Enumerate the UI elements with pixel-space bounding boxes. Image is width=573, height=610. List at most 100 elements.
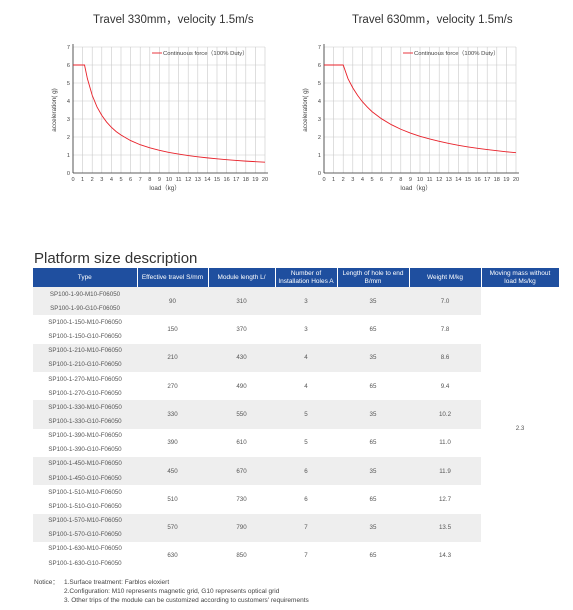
module-length-cell: 490 bbox=[236, 382, 247, 390]
x-tick-label: 7 bbox=[139, 177, 142, 183]
x-tick-label: 2 bbox=[91, 177, 94, 183]
table-row: SP100-1-90-G10-F06050 bbox=[33, 301, 559, 316]
table-row: SP100-1-330-M10-F06050 330 550 5 35 10.2 bbox=[33, 400, 559, 429]
holes-cell: 6 bbox=[275, 456, 337, 486]
hole-to-end-cell: 35 bbox=[337, 343, 409, 372]
y-tick-label: 1 bbox=[67, 153, 70, 159]
y-tick-label: 7 bbox=[67, 45, 70, 51]
x-tick-label: 17 bbox=[233, 177, 239, 183]
y-tick-label: 6 bbox=[67, 63, 70, 69]
x-tick-label: 9 bbox=[158, 177, 161, 183]
legend-label: Continuous force（100% Duty） bbox=[163, 50, 248, 57]
hole-to-end-cell: 65 bbox=[369, 495, 377, 503]
type-cell: SP100-1-270-G10-F06050 bbox=[48, 389, 122, 397]
x-tick-label: 12 bbox=[436, 177, 442, 183]
x-tick-label: 15 bbox=[465, 177, 471, 183]
header-type: Type bbox=[33, 268, 138, 287]
module-length-cell: 850 bbox=[236, 552, 247, 560]
type-cell: SP100-1-510-G10-F06050 bbox=[48, 502, 122, 510]
x-tick-label: 4 bbox=[361, 177, 364, 183]
notice-label: Notice： bbox=[34, 579, 59, 586]
x-tick-label: 14 bbox=[204, 177, 210, 183]
x-tick-label: 12 bbox=[185, 177, 191, 183]
effective-travel-cell: 330 bbox=[137, 400, 208, 429]
y-tick-label: 4 bbox=[67, 99, 70, 105]
table-row: SP100-1-570-M10-F06050 570 790 7 35 13.5 bbox=[33, 513, 559, 542]
legend-label: Continuous force（100% Duty） bbox=[414, 50, 499, 57]
series-line bbox=[73, 64, 266, 163]
effective-travel-cell: 210 bbox=[137, 343, 208, 372]
type-cell: SP100-1-450-M10-F06050 bbox=[33, 456, 137, 472]
holes-cell: 4 bbox=[275, 343, 337, 372]
x-tick-label: 16 bbox=[223, 177, 229, 183]
table-row: SP100-1-390-M10-F06050 390 610 5 65 11.0 bbox=[33, 429, 559, 446]
header-weight: Weight M/kg bbox=[409, 268, 482, 287]
table-row: SP100-1-270-G10-F06050 bbox=[33, 386, 559, 400]
x-tick-label: 10 bbox=[166, 177, 172, 183]
weight-cell: 11.0 bbox=[439, 439, 451, 447]
weight-cell: 13.5 bbox=[409, 513, 481, 542]
table-row: SP100-1-630-G10-F06050 bbox=[33, 556, 559, 570]
type-cell: SP100-1-90-M10-F06050 bbox=[33, 287, 137, 302]
table-row: SP100-1-450-G10-F06050 bbox=[33, 471, 559, 486]
y-tick-label: 1 bbox=[318, 153, 321, 159]
module-length-cell: 370 bbox=[236, 325, 247, 333]
y-tick-label: 4 bbox=[318, 99, 321, 105]
header-effective-travel: Effective travel S/mm bbox=[137, 268, 209, 287]
x-axis-label: load（kg） bbox=[149, 185, 180, 192]
x-tick-label: 6 bbox=[380, 177, 383, 183]
y-tick-label: 0 bbox=[67, 171, 70, 177]
hole-to-end-cell: 65 bbox=[369, 439, 377, 447]
x-tick-label: 13 bbox=[446, 177, 452, 183]
type-cell: SP100-1-390-G10-F06050 bbox=[48, 446, 122, 454]
header-hole-to-end: Length of hole to end B/mm bbox=[337, 268, 410, 287]
effective-travel-cell: 270 bbox=[167, 382, 178, 390]
x-tick-label: 2 bbox=[342, 177, 345, 183]
x-tick-label: 13 bbox=[195, 177, 201, 183]
holes-cell: 3 bbox=[275, 287, 337, 316]
module-length-cell: 550 bbox=[208, 400, 275, 429]
x-tick-label: 0 bbox=[71, 177, 74, 183]
table-row: SP100-1-390-G10-F06050 bbox=[33, 443, 559, 457]
type-cell: SP100-1-390-M10-F06050 bbox=[48, 432, 122, 440]
y-tick-label: 2 bbox=[318, 135, 321, 141]
effective-travel-cell: 510 bbox=[167, 495, 178, 503]
x-tick-label: 7 bbox=[390, 177, 393, 183]
header-module-length: Module length L/ bbox=[208, 268, 276, 287]
x-tick-label: 19 bbox=[503, 177, 509, 183]
acceleration-chart-right: 0 1 2 3 4 5 6 7 8 9 10 11 12 13 14 15 16 17 18 19 2001234567… bbox=[302, 44, 519, 192]
y-tick-label: 6 bbox=[318, 63, 321, 69]
type-cell: SP100-1-270-M10-F06050 bbox=[48, 375, 122, 383]
holes-cell: 5 bbox=[275, 400, 337, 429]
table-header-row: Type Effective travel S/mm Module length… bbox=[33, 268, 560, 287]
table-row: SP100-1-150-G10-F06050 bbox=[33, 329, 559, 343]
y-tick-label: 5 bbox=[67, 81, 70, 87]
type-cell: SP100-1-630-M10-F06050 bbox=[48, 545, 122, 553]
y-tick-label: 5 bbox=[318, 81, 321, 87]
table-row: SP100-1-450-M10-F06050 450 670 6 35 11.9 bbox=[33, 456, 559, 486]
x-tick-label: 1 bbox=[332, 177, 335, 183]
y-axis-label: acceleration( g) bbox=[302, 88, 309, 131]
type-cell: SP100-1-510-M10-F06050 bbox=[48, 488, 122, 496]
holes-cell: 6 bbox=[304, 495, 308, 503]
x-tick-label: 3 bbox=[100, 177, 103, 183]
acceleration-chart-left: 0 1 2 3 4 5 6 7 8 9 10 11 12 13 14 15 16 17 18 19 2001234567… bbox=[51, 44, 268, 192]
header-moving-mass: Moving mass without load Ms/kg bbox=[481, 268, 560, 287]
table-row: SP100-1-210-G10-F06050 bbox=[33, 357, 559, 372]
holes-cell: 3 bbox=[304, 325, 308, 333]
hole-to-end-cell: 65 bbox=[369, 325, 377, 333]
x-tick-label: 6 bbox=[129, 177, 132, 183]
x-tick-label: 17 bbox=[484, 177, 490, 183]
table-row: SP100-1-150-M10-F06050 150 370 3 65 7.8 bbox=[33, 315, 559, 333]
type-cell: SP100-1-90-G10-F06050 bbox=[33, 301, 137, 316]
x-tick-label: 4 bbox=[110, 177, 113, 183]
weight-cell: 7.0 bbox=[409, 287, 481, 316]
x-tick-label: 8 bbox=[148, 177, 151, 183]
hole-to-end-cell: 35 bbox=[337, 513, 409, 542]
type-cell: SP100-1-570-G10-F06050 bbox=[33, 527, 137, 542]
x-tick-label: 9 bbox=[409, 177, 412, 183]
y-tick-label: 3 bbox=[67, 117, 70, 123]
y-tick-label: 7 bbox=[318, 45, 321, 51]
holes-cell: 7 bbox=[275, 513, 337, 542]
module-length-cell: 430 bbox=[208, 343, 275, 372]
